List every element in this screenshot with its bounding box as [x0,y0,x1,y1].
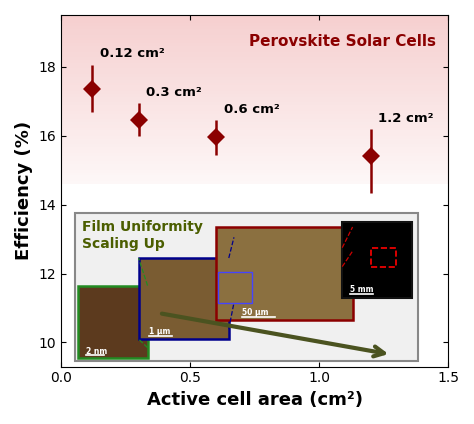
Bar [61,176,448,178]
Bar [61,167,448,170]
Bar [61,46,448,49]
Bar [61,162,448,164]
Bar [61,105,448,108]
Text: 50 μm: 50 μm [242,308,268,317]
Bar [61,91,448,94]
Bar [61,116,448,119]
Bar [61,60,448,63]
Bar [61,37,448,40]
Bar [61,153,448,156]
Bar [61,40,448,43]
Bar [61,139,448,142]
Bar [61,49,448,52]
Bar [61,181,448,184]
Bar [61,125,448,128]
Bar [61,85,448,88]
Bar [61,111,448,114]
Bar [61,102,448,105]
Bar [61,29,448,32]
Bar [61,57,448,60]
Bar [61,94,448,97]
Bar [61,128,448,131]
Text: 0.6 cm²: 0.6 cm² [224,103,279,116]
Bar [61,43,448,46]
Bar [61,159,448,162]
Bar [61,156,448,159]
Bar [61,133,448,136]
Text: 2 nm: 2 nm [86,347,107,356]
Bar [61,66,448,69]
Bar [138,258,229,339]
Bar [61,97,448,100]
Bar [61,119,448,122]
Text: Perovskite Solar Cells: Perovskite Solar Cells [249,34,437,49]
Bar [75,213,419,361]
Bar [61,63,448,66]
Bar [61,18,448,21]
X-axis label: Active cell area (cm²): Active cell area (cm²) [146,391,363,409]
Bar [61,147,448,150]
Bar [61,77,448,80]
Text: 1 μm: 1 μm [149,327,170,336]
Bar [61,184,448,367]
Text: 1.2 cm²: 1.2 cm² [378,112,434,125]
Bar [61,35,448,37]
Bar [61,26,448,29]
Bar [61,52,448,54]
Bar [61,150,448,153]
Bar [61,69,448,71]
Bar [61,80,448,83]
Bar [61,178,448,181]
Bar [61,32,448,35]
Bar [61,142,448,145]
Bar [78,286,147,358]
Bar [61,114,448,116]
Bar [61,170,448,173]
Bar [61,100,448,102]
Bar [61,54,448,57]
Bar [61,83,448,85]
Bar [61,21,448,23]
Text: 5 mm: 5 mm [350,285,374,295]
Bar [61,173,448,176]
Bar [61,15,448,18]
Bar [219,272,252,303]
Bar [61,131,448,133]
Bar [61,164,448,167]
Y-axis label: Efficiency (%): Efficiency (%) [15,121,33,260]
Bar [342,222,412,298]
Bar [61,136,448,139]
Text: 0.3 cm²: 0.3 cm² [146,86,202,99]
Bar [371,248,396,267]
Bar [61,145,448,147]
Text: Film Uniformity
Scaling Up: Film Uniformity Scaling Up [82,220,203,251]
Bar [61,23,448,26]
Bar [61,74,448,77]
Bar [216,227,353,320]
Bar [61,88,448,91]
Text: 0.12 cm²: 0.12 cm² [100,47,164,60]
Bar [61,122,448,125]
Bar [61,71,448,74]
Bar [61,108,448,111]
